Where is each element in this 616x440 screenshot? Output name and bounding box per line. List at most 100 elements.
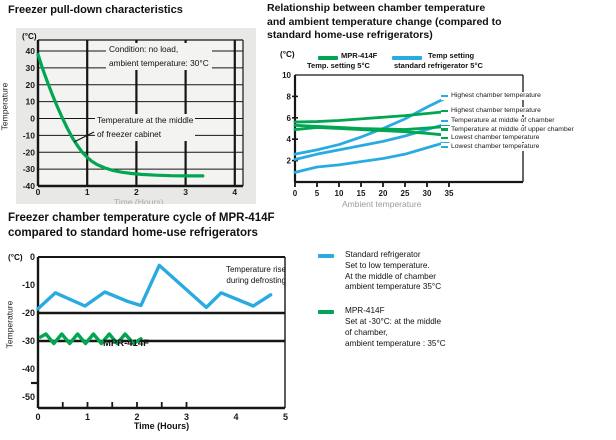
ambient-chart-title-line1: Relationship between chamber temperature — [267, 2, 486, 14]
ambient-line-label-text: Lowest chamber temperature — [451, 143, 540, 150]
tick-label: 1 — [85, 187, 90, 197]
line-end-dash-icon — [441, 128, 448, 131]
ambient-legend-mpr414f-line1: MPR-414F — [341, 51, 378, 60]
tick-label: -40 — [22, 364, 35, 374]
tick-label: 0 — [35, 412, 40, 422]
tick-label: 10 — [335, 189, 344, 198]
legend-line: Standard refrigerator — [345, 250, 421, 259]
cycle-y-axis-label: Temperature — [4, 300, 15, 349]
ambient-x-axis-label-clipped: Ambient temperature — [342, 199, 422, 209]
ambient-line-label-highest-mpr: Highest chamber temperature — [441, 107, 541, 115]
cycle-chart-title-line1: Freezer chamber temperature cycle of MPR… — [8, 212, 275, 224]
pulldown-chart-title: Freezer pull-down characteristics — [8, 4, 183, 16]
tick-label: -30 — [22, 336, 35, 346]
legend-line: ambient temperature : 35°C — [345, 338, 446, 348]
ambient-legend-swatch-mpr414f — [318, 56, 338, 60]
pulldown-series-annotation-line1: Temperature at the middle — [97, 115, 194, 125]
series-line — [293, 109, 451, 124]
legend-line: At the middle of chamber — [345, 271, 437, 281]
legend-line: Set at -30°C: at the middle — [345, 316, 442, 326]
ambient-chart-title-line2: and ambient temperature change (compared… — [267, 15, 502, 28]
tick-label: -50 — [22, 392, 35, 402]
tick-label: 6 — [287, 114, 292, 123]
ambient-legend-mpr414f-line2: Temp. setting 5°C — [307, 61, 370, 70]
ambient-y-axis-label: Temperature — [0, 90, 3, 170]
tick-label: 4 — [233, 412, 238, 422]
pulldown-condition-line1: Condition: no load, — [109, 44, 179, 54]
cycle-defrost-annotation-line1: Temperature rise — [225, 265, 286, 274]
tick-label: 4 — [287, 135, 292, 144]
ambient-line-label-middle-upper-mpr: Temperature at middle of upper chamber — [441, 125, 574, 134]
cycle-chart-svg: 0-10-20-30-40-500 1 2 3 4 5 — [22, 252, 288, 422]
tick-label: 30 — [423, 189, 432, 198]
series-line — [293, 126, 451, 137]
cycle-legend-standard-text: Standard refrigerator Set to low tempera… — [345, 250, 441, 293]
tick-label: -20 — [22, 308, 35, 318]
tick-label: 40 — [26, 46, 36, 56]
ambient-legend-swatch-standard — [392, 56, 422, 60]
tick-label: 0 — [36, 187, 41, 197]
cycle-legend-entry-mpr414f: MPR-414F Set at -30°C: at the middle of … — [318, 306, 446, 349]
legend-swatch-blue-icon — [318, 254, 334, 258]
ambient-chart-title: Relationship between chamber temperature… — [267, 2, 612, 43]
ambient-y-unit-label: (°C) — [280, 50, 295, 59]
tick-label: -10 — [23, 130, 36, 140]
tick-label: 30 — [26, 63, 36, 73]
cycle-defrost-annotation-line2: during defrosting — [226, 275, 286, 285]
tick-label: 25 — [401, 189, 410, 198]
cycle-mpr414f-inline-label: MPR-414F — [103, 338, 149, 349]
ambient-line-label-highest-standard: Highest chamber temperature — [441, 92, 541, 100]
line-end-dash-icon — [441, 109, 448, 113]
ambient-line-label-lowest-standard: Lowest chamber temperature — [441, 143, 540, 151]
pulldown-series-annotation-line2: of freezer cabinet — [97, 128, 162, 139]
tick-label: -10 — [22, 280, 35, 290]
cycle-chart-title: Freezer chamber temperature cycle of MPR… — [8, 211, 368, 241]
legend-line: Set to low temperature. — [345, 260, 430, 270]
tick-label: 35 — [445, 189, 454, 198]
tick-label: 0 — [293, 189, 298, 198]
line-end-dash-icon — [441, 136, 448, 140]
ambient-chart-area: 10 8 6 4 2 0 5 10 15 20 25 30 35 Ambient temperature — [276, 68, 532, 209]
tick-label: 2 — [134, 187, 139, 197]
tick-label: 3 — [183, 187, 188, 197]
tick-label: 20 — [379, 189, 388, 198]
series-line — [293, 139, 451, 174]
cycle-y-unit-label: (°C) — [8, 253, 23, 262]
ambient-line-label-middle-standard: Temperature at middle of chamber — [441, 117, 555, 125]
tick-label: 10 — [282, 71, 291, 80]
line-end-dash-icon — [441, 145, 448, 149]
legend-line: of chamber, — [345, 327, 388, 337]
chart-line — [73, 131, 95, 143]
tick-label: 10 — [26, 97, 36, 107]
ambient-line-label-lowest-mpr: Lowest chamber temperature — [441, 134, 540, 142]
ambient-chart-title-line3: standard home-use refrigerators) — [267, 29, 433, 41]
pulldown-condition-line2: ambient temperature: 30°C — [109, 57, 209, 68]
ambient-line-label-text: Highest chamber temperature — [451, 107, 541, 114]
legend-swatch-green-icon — [318, 310, 334, 315]
cycle-chart-title-line2: compared to standard home-use refrigerat… — [8, 227, 258, 239]
tick-label: 8 — [287, 92, 292, 101]
series-line — [36, 52, 205, 178]
series-line — [38, 332, 143, 346]
pulldown-x-axis-label-clipped: Time (Hours) — [114, 197, 164, 204]
tick-label: 3 — [184, 412, 189, 422]
tick-label: 5 — [315, 189, 320, 198]
ambient-line-label-text: Temperature at middle of upper chamber — [451, 125, 574, 133]
legend-line: MPR-414F — [345, 306, 385, 316]
tick-label: 20 — [26, 80, 36, 90]
cycle-legend: Standard refrigerator Set to low tempera… — [318, 250, 446, 349]
ambient-line-label-text: Highest chamber temperature — [451, 92, 541, 99]
cycle-legend-entry-standard: Standard refrigerator Set to low tempera… — [318, 250, 446, 293]
series-line — [36, 263, 273, 311]
tick-label: 15 — [357, 189, 366, 198]
legend-line: ambient temperature 35°C — [345, 282, 442, 292]
pulldown-series-annotation: Temperature at the middle of freezer cab… — [95, 114, 196, 141]
cycle-defrost-annotation: Temperature rise during defrosting — [198, 265, 286, 286]
tick-label: 4 — [232, 187, 237, 197]
ambient-line-label-text: Lowest chamber temperature — [451, 134, 540, 141]
series-line — [293, 121, 451, 161]
cycle-x-axis-label: Time (Hours) — [133, 421, 190, 431]
tick-label: 2 — [134, 412, 139, 422]
